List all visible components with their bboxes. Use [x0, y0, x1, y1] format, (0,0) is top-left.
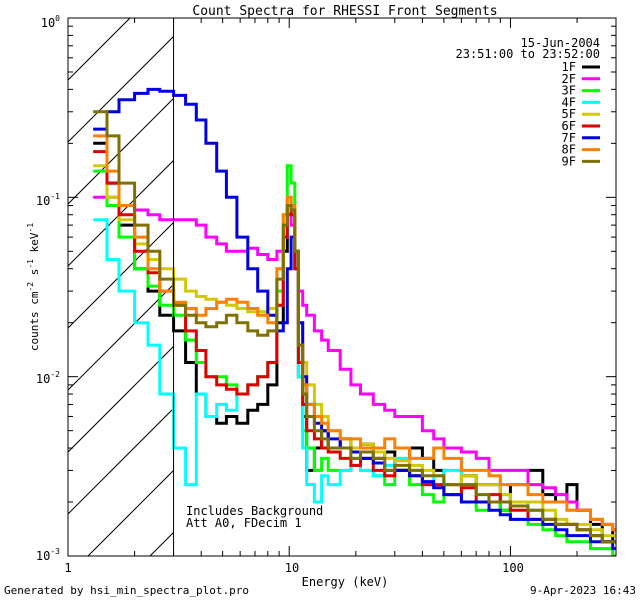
hatch-line	[460, 0, 640, 556]
y-tick-label-2: 10-1	[36, 192, 60, 208]
plot-frame	[67, 17, 617, 557]
legend-label-6f: 6F	[562, 119, 576, 133]
y-axis-label: counts cm-2 s-1 keV-1	[26, 223, 41, 351]
hatch-line	[68, 97, 174, 205]
hatch-line	[274, 0, 640, 556]
footer-timestamp: 9-Apr-2023 16:43	[530, 584, 636, 597]
series-line-1f	[93, 141, 616, 544]
x-axis-label: Energy (keV)	[302, 575, 389, 589]
x-tick-label-3: 100	[502, 561, 524, 575]
annotation-attenuator: Att A0, FDecim 1	[186, 516, 302, 530]
footer-generated-by: Generated by hsi_min_spectra_plot.pro	[4, 584, 249, 597]
legend-label-2f: 2F	[562, 72, 576, 86]
legend-label-1f: 1F	[562, 60, 576, 74]
hatch-line	[68, 407, 174, 515]
legend-label-9f: 9F	[562, 154, 576, 168]
axis-ticks	[67, 17, 617, 557]
legend-label-8f: 8F	[562, 143, 576, 157]
series-line-3f	[93, 164, 616, 556]
hatch-line	[68, 18, 69, 19]
hatched-region	[68, 0, 640, 556]
x-tick-label-1: 1	[64, 561, 71, 575]
hatch-line	[68, 221, 174, 329]
hatch-line	[68, 159, 174, 267]
hatch-line	[68, 18, 131, 81]
y-tick-label-3: 10-2	[36, 370, 60, 386]
x-tick-label-2: 10	[285, 561, 299, 575]
chart-title: Count Spectra for RHESSI Front Segments	[192, 4, 497, 19]
y-tick-label-4: 10-3	[36, 547, 60, 563]
hatch-line	[584, 0, 640, 556]
annotation-background: Includes Background	[186, 504, 323, 518]
observation-date: 15-Jun-2004	[521, 36, 600, 50]
observation-time-range: 23:51:00 to 23:52:00	[456, 47, 601, 61]
legend-label-5f: 5F	[562, 107, 576, 121]
legend-label-3f: 3F	[562, 84, 576, 98]
hatch-line	[522, 0, 640, 556]
series-layer	[93, 87, 616, 556]
legend-label-4f: 4F	[562, 95, 576, 109]
series-line-9f	[93, 110, 616, 544]
legend-label-7f: 7F	[562, 131, 576, 145]
hatch-line	[68, 283, 174, 391]
series-line-2f	[93, 195, 616, 532]
y-tick-label-1: 100	[41, 14, 60, 30]
hatch-line	[68, 35, 174, 143]
